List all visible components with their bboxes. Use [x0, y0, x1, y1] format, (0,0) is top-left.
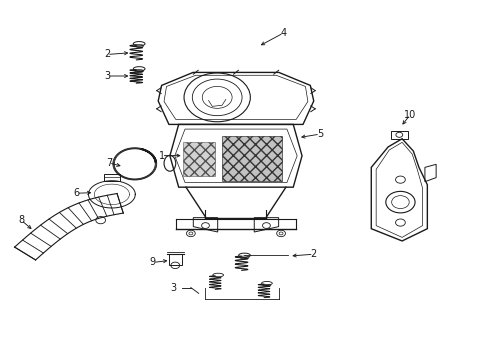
Text: 6: 6	[73, 188, 79, 198]
Bar	[182, 142, 214, 176]
Bar	[169, 254, 181, 265]
Text: 3: 3	[170, 283, 177, 293]
Bar	[222, 135, 281, 181]
Text: 2: 2	[310, 249, 316, 259]
Text: 10: 10	[404, 110, 416, 120]
Text: 9: 9	[149, 257, 156, 267]
Text: 2: 2	[103, 49, 110, 59]
Text: 1: 1	[158, 150, 164, 161]
Text: 3: 3	[104, 71, 110, 81]
Text: 4: 4	[280, 28, 286, 38]
Bar	[104, 174, 120, 181]
Text: 7: 7	[105, 158, 112, 168]
Text: 5: 5	[316, 129, 323, 139]
Text: 8: 8	[18, 215, 24, 225]
